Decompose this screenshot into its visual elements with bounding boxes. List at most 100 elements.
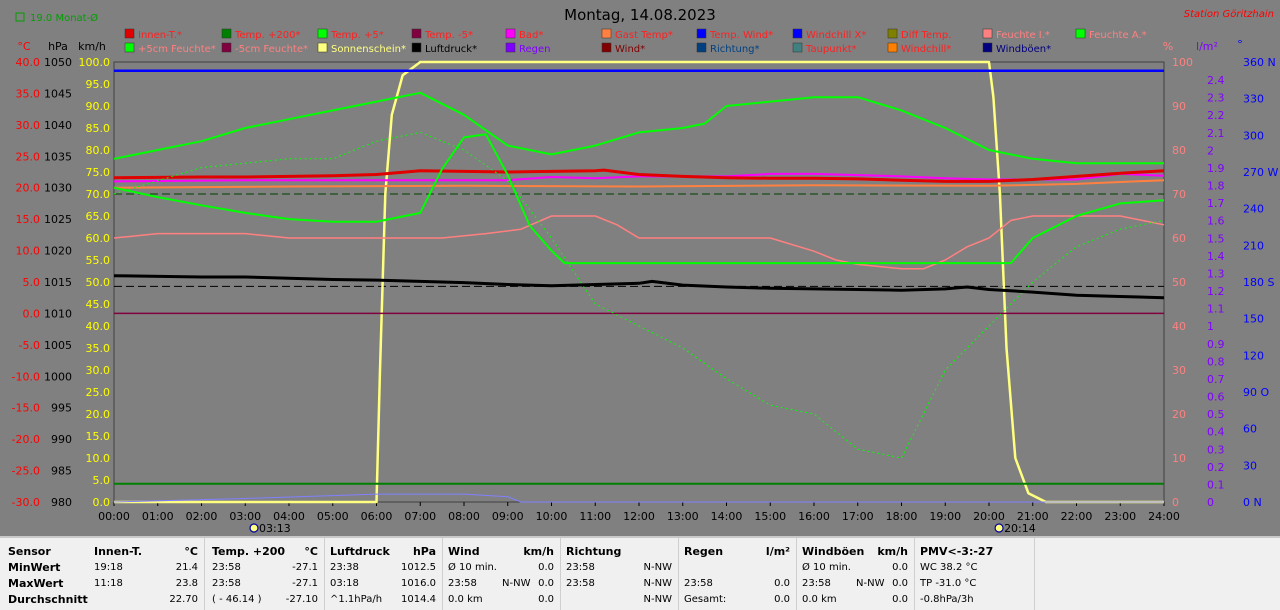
stats-time: ^1.1hPa/h [330, 594, 383, 605]
stats-time: 23:58 [802, 578, 831, 589]
stats-value: 0.0 [538, 578, 554, 589]
legend-swatch [792, 42, 803, 53]
x-tick-label: 21:00 [1017, 510, 1049, 523]
rain-tick-label: 1.1 [1207, 303, 1225, 316]
pressure-tick-label: 1045 [44, 87, 72, 100]
sunset-label: 20:14 [1004, 522, 1036, 535]
legend-swatch [317, 42, 328, 53]
stats-time: 23:58 [566, 578, 595, 589]
stats-time: Ø 10 min. [448, 562, 497, 573]
monthly-avg-label: 19.0 Monat-Ø [30, 12, 98, 24]
x-tick-label: 03:00 [229, 510, 261, 523]
legend-swatch [221, 42, 232, 53]
stats-value: N-NW [643, 578, 672, 589]
direction-tick-label: 330 [1243, 93, 1264, 106]
direction-tick-label: 90 O [1243, 386, 1269, 399]
pressure-tick-label: 1010 [44, 307, 72, 320]
rain-tick-label: 0.4 [1207, 426, 1225, 439]
stats-value: -27.1 [292, 562, 318, 573]
series-line-wind_ref [113, 493, 1164, 503]
legend-item: +5cm Feuchte* [138, 44, 216, 55]
pressure-tick-label: 1005 [44, 339, 72, 352]
stats-value: 22.70 [169, 594, 198, 605]
temp-tick-label: 0.0 [23, 307, 41, 320]
series-line-sun [114, 60, 1164, 504]
sunrise-label: 03:13 [259, 522, 291, 535]
wind-tick-label: 75.0 [86, 166, 111, 179]
stats-time: 23:58 [212, 578, 241, 589]
wind-tick-label: 80.0 [86, 144, 111, 157]
wind-tick-label: 40.0 [86, 320, 111, 333]
humidity-tick-label: 100 [1172, 56, 1193, 69]
stats-column: Innen-T. °C 19:18 21.4 11:18 23.8 22.70 [88, 538, 205, 610]
pressure-tick-label: 1035 [44, 150, 72, 163]
temp-tick-label: 30.0 [16, 119, 41, 132]
pressure-tick-label: 1030 [44, 182, 72, 195]
series-line-feuchte_i [113, 215, 1165, 270]
monthly-avg-marker [15, 12, 25, 22]
stats-column: Regen l/m² 23:58 0.0 Gesamt: 0.0 [678, 538, 797, 610]
legend-swatch [505, 28, 516, 39]
legend-item: Innen-T.* [138, 30, 182, 41]
legend-item: Diff Temp. [901, 30, 951, 41]
stats-column: PMV<-3:-27 WC 38.2 °C TP -31.0 °C -0.8hPa/3… [914, 538, 1035, 610]
wind-tick-label: 0.0 [93, 496, 111, 509]
direction-tick-label: 210 [1243, 239, 1264, 252]
rain-tick-label: 2.2 [1207, 109, 1225, 122]
legend-swatch [696, 28, 707, 39]
pressure-tick-label: 1025 [44, 213, 72, 226]
legend-swatch [317, 28, 328, 39]
stats-header: Luftdruck [330, 545, 390, 558]
wind-tick-label: 55.0 [86, 254, 111, 267]
pressure-tick-label: 980 [51, 496, 72, 509]
pressure-tick-label: 1015 [44, 276, 72, 289]
wind-tick-label: 30.0 [86, 364, 111, 377]
x-tick-label: 20:00 [973, 510, 1005, 523]
series-line-luftdruck [113, 274, 1165, 300]
wind-tick-label: 85.0 [86, 122, 111, 135]
legend-item: Regen [519, 44, 551, 55]
stats-value: -0.8hPa/3h [920, 594, 974, 605]
humidity-tick-label: 60 [1172, 232, 1186, 245]
direction-tick-label: 150 [1243, 313, 1264, 326]
row-label-min: MinWert [8, 561, 61, 574]
stats-header: Wind [448, 545, 480, 558]
stats-unit: km/h [877, 545, 908, 558]
x-tick-label: 16:00 [798, 510, 830, 523]
x-tick-label: 14:00 [711, 510, 743, 523]
stats-time: 23:58 [684, 578, 713, 589]
stats-unit: km/h [523, 545, 554, 558]
rain-tick-label: 0.1 [1207, 478, 1225, 491]
rain-tick-label: 1.4 [1207, 250, 1225, 263]
temp-tick-label: 5.0 [23, 276, 41, 289]
legend-swatch [792, 28, 803, 39]
x-tick-label: 17:00 [842, 510, 874, 523]
legend-item: Temp. Wind* [709, 30, 773, 41]
stats-header: Windböen [802, 545, 865, 558]
rain-tick-label: 1.8 [1207, 180, 1225, 193]
stats-value: N-NW [643, 594, 672, 605]
stats-table: Sensor MinWert MaxWert Durchschnitt Inne… [0, 536, 1280, 610]
wind-tick-label: 15.0 [86, 430, 111, 443]
stats-time: 23:58 [566, 562, 595, 573]
legend-item: Feuchte I.* [996, 30, 1050, 41]
legend-item: Richtung* [710, 44, 760, 55]
rain-tick-label: 1.7 [1207, 197, 1225, 210]
pressure-tick-label: 1000 [44, 370, 72, 383]
stats-value: 0.0 [774, 578, 790, 589]
rain-tick-label: 0.8 [1207, 355, 1225, 368]
x-tick-label: 24:00 [1148, 510, 1180, 523]
temp-tick-label: -30.0 [12, 496, 40, 509]
stats-time: 19:18 [94, 562, 123, 573]
stats-value: -27.10 [285, 594, 318, 605]
legend-item: Gast Temp* [615, 30, 673, 41]
humidity-tick-label: 20 [1172, 408, 1186, 421]
temp-tick-label: 40.0 [16, 56, 41, 69]
temp-tick-label: 20.0 [16, 182, 41, 195]
legend-item: Feuchte A.* [1089, 30, 1147, 41]
stats-value: 21.4 [175, 562, 198, 573]
series-line-plus5 [113, 133, 1165, 265]
row-label-sensor: Sensor [8, 545, 51, 558]
wind-tick-label: 10.0 [86, 452, 111, 465]
pressure-axis-header: hPa [48, 40, 68, 53]
